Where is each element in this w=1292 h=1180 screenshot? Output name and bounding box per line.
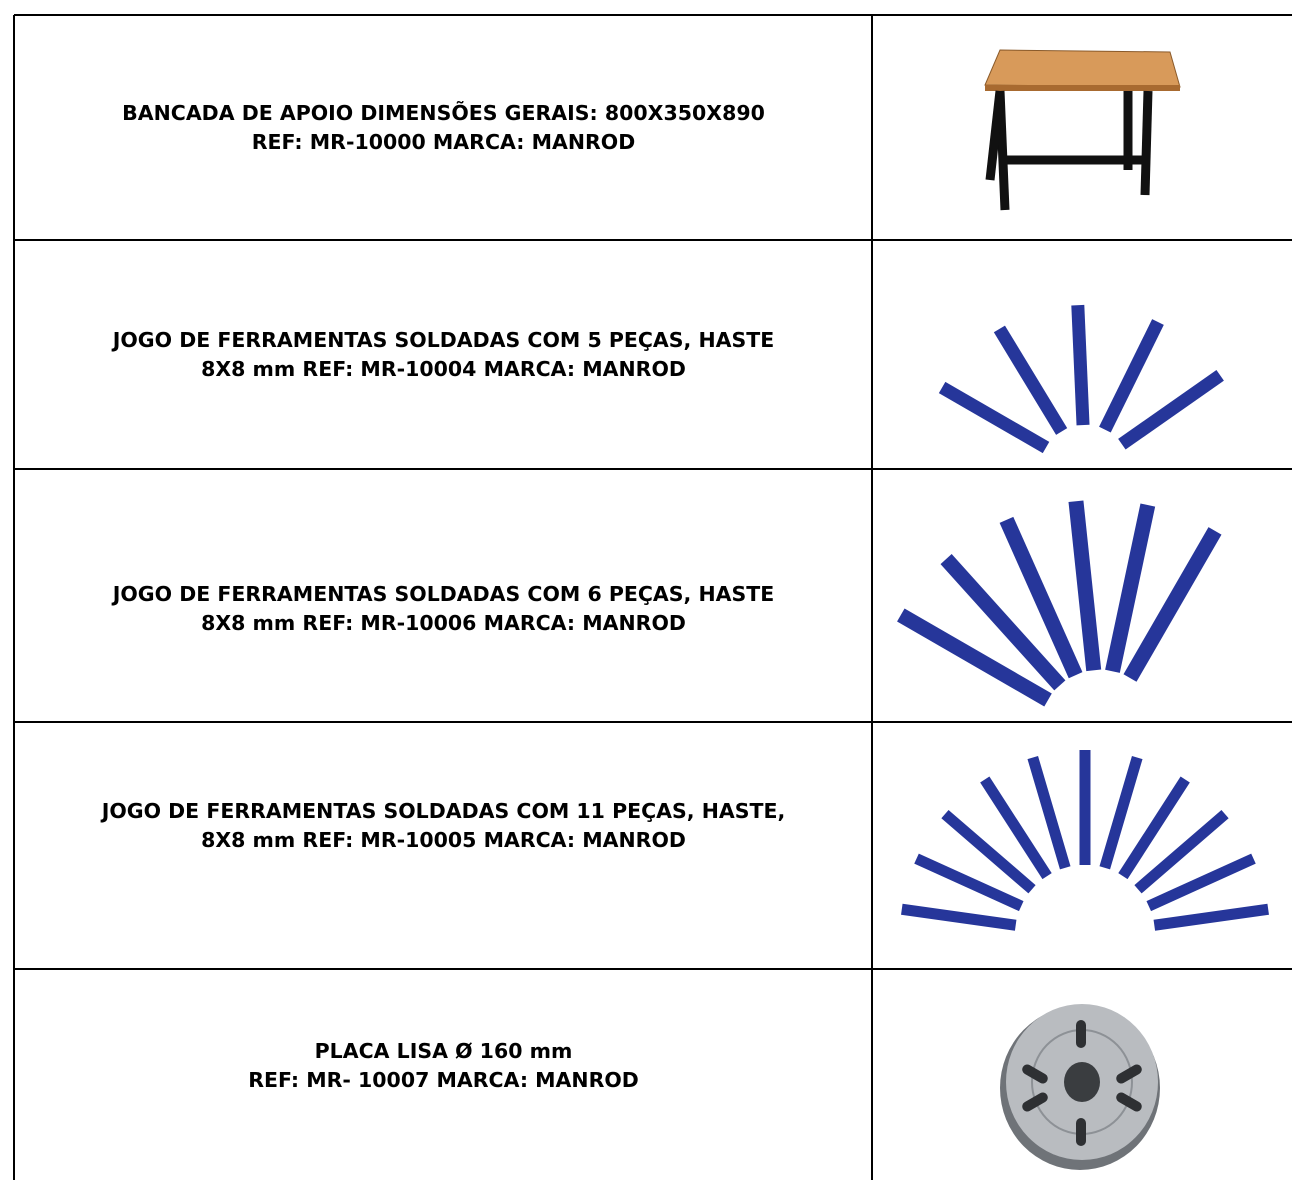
- plate-image: [1000, 1004, 1160, 1170]
- tool-bit: [1123, 527, 1222, 682]
- tool-bit: [914, 853, 1024, 912]
- tool-bit: [938, 381, 1050, 454]
- tool-bit: [941, 809, 1036, 894]
- item-line: 8X8 mm REF: MR-10004 MARCA: MANROD: [201, 356, 686, 381]
- tool-bit: [1071, 304, 1090, 426]
- tool-bit: [1105, 503, 1156, 673]
- row-text: JOGO DE FERRAMENTAS SOLDADAS COM 5 PEÇAS…: [15, 240, 872, 469]
- bench-top: [984, 49, 1181, 88]
- tool-bit: [980, 776, 1052, 880]
- bench-legs: [985, 90, 1153, 211]
- row-text: PLACA LISA Ø 160 mm REF: MR- 10007 MARCA…: [15, 969, 872, 1163]
- item-line: PLACA LISA Ø 160 mm: [314, 1039, 573, 1063]
- tool-bit: [1118, 776, 1190, 880]
- row-text: JOGO DE FERRAMENTAS SOLDADAS COM 11 PEÇA…: [15, 722, 872, 930]
- item-line: REF: MR-10000 MARCA: MANROD: [251, 129, 636, 154]
- tool-bit: [1068, 500, 1102, 672]
- tool-bit: [999, 516, 1083, 679]
- tool-bit: [1134, 809, 1229, 894]
- bench-edge: [985, 85, 1180, 91]
- row-text: BANCADA DE APOIO DIMENSÕES GERAIS: 800X3…: [15, 15, 872, 240]
- tool-bit: [1099, 319, 1164, 433]
- tool-images: [897, 304, 1269, 931]
- item-line: REF: MR- 10007 MARCA: MANROD: [248, 1068, 639, 1092]
- item-line: JOGO DE FERRAMENTAS SOLDADAS COM 6 PEÇAS…: [112, 582, 775, 606]
- plate-hole: [1064, 1062, 1100, 1102]
- tool-bit: [940, 554, 1066, 691]
- item-line: JOGO DE FERRAMENTAS SOLDADAS COM 5 PEÇAS…: [112, 327, 775, 352]
- bench-image: [984, 49, 1181, 211]
- item-line: BANCADA DE APOIO DIMENSÕES GERAIS: 800X3…: [122, 100, 765, 125]
- tool-bit: [1027, 755, 1071, 870]
- borders: [13, 14, 1292, 1180]
- item-line: 8X8 mm REF: MR-10005 MARCA: MANROD: [201, 828, 686, 852]
- row-text: JOGO DE FERRAMENTAS SOLDADAS COM 6 PEÇAS…: [15, 469, 872, 749]
- plate-slots: [1022, 1020, 1142, 1146]
- tool-bit: [1153, 903, 1269, 931]
- tool-bit: [901, 903, 1017, 931]
- tool-bit: [1118, 370, 1224, 450]
- tool-bit: [993, 325, 1068, 435]
- tool-bit: [1146, 853, 1256, 912]
- tool-bit: [897, 608, 1052, 707]
- item-line: 8X8 mm REF: MR-10006 MARCA: MANROD: [201, 611, 686, 635]
- item-line: JOGO DE FERRAMENTAS SOLDADAS COM 11 PEÇA…: [101, 799, 786, 823]
- tool-bit: [1099, 755, 1143, 870]
